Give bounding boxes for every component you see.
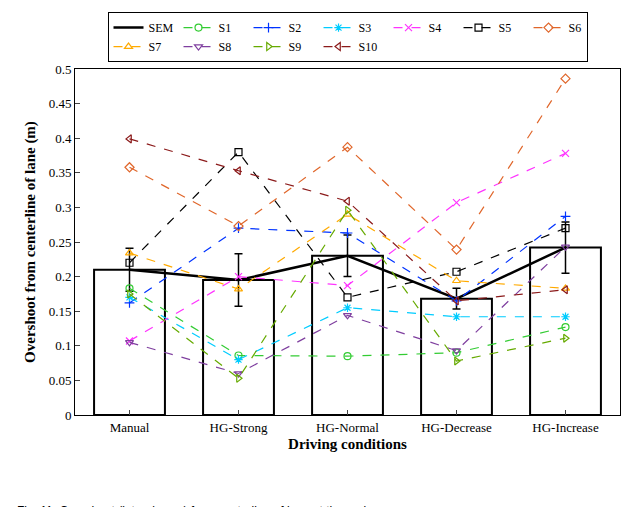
svg-text:0: 0	[65, 408, 72, 423]
svg-text:S7: S7	[149, 40, 162, 54]
svg-text:0.1: 0.1	[55, 338, 71, 353]
svg-text:0.05: 0.05	[49, 373, 72, 388]
svg-text:Driving conditions: Driving conditions	[288, 436, 407, 452]
svg-text:S3: S3	[359, 21, 372, 35]
svg-text:Manual: Manual	[110, 420, 150, 435]
svg-text:HG-Increase: HG-Increase	[532, 420, 599, 435]
svg-text:S10: S10	[359, 40, 378, 54]
svg-text:S8: S8	[219, 40, 232, 54]
svg-text:S9: S9	[289, 40, 302, 54]
svg-text:0.5: 0.5	[55, 62, 71, 77]
svg-text:0.4: 0.4	[55, 131, 72, 146]
svg-text:0.25: 0.25	[49, 235, 72, 250]
svg-text:S5: S5	[499, 21, 512, 35]
svg-text:Overshoot from centerline of l: Overshoot from centerline of lane (m)	[22, 121, 39, 363]
svg-text:0.2: 0.2	[55, 269, 71, 284]
svg-text:SEM: SEM	[149, 21, 174, 35]
svg-text:HG-Strong: HG-Strong	[210, 420, 268, 435]
svg-text:Fig. 11. Overshoot (lateral er: Fig. 11. Overshoot (lateral error) from …	[17, 504, 377, 507]
svg-text:HG-Decrease: HG-Decrease	[421, 420, 492, 435]
svg-text:HG-Normal: HG-Normal	[316, 420, 379, 435]
svg-text:S2: S2	[289, 21, 302, 35]
svg-text:0.35: 0.35	[49, 165, 72, 180]
svg-text:0.15: 0.15	[49, 304, 72, 319]
svg-text:S1: S1	[219, 21, 232, 35]
svg-text:0.3: 0.3	[55, 200, 71, 215]
svg-text:S4: S4	[429, 21, 442, 35]
svg-text:0.45: 0.45	[49, 96, 72, 111]
svg-text:S6: S6	[569, 21, 582, 35]
